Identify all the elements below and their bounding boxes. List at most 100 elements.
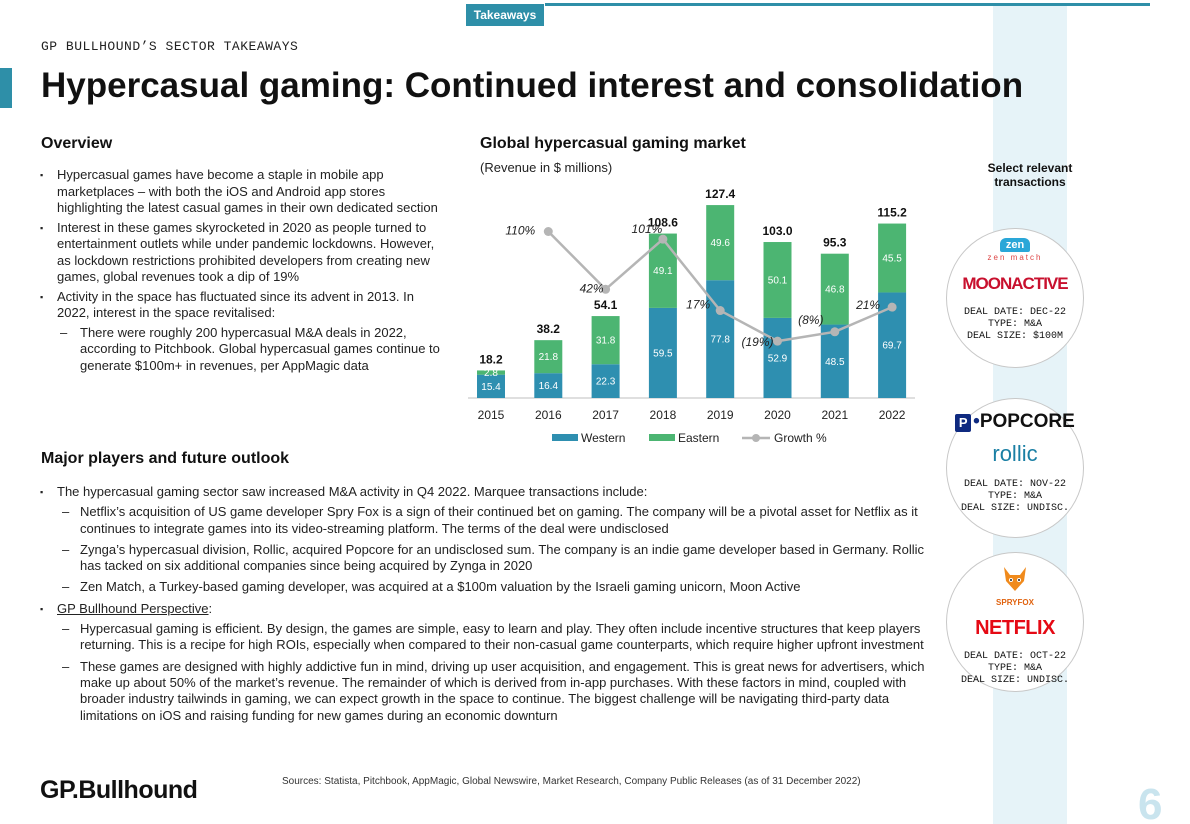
- perspective-link[interactable]: GP Bullhound Perspective: [57, 600, 209, 616]
- total-label-2016: 38.2: [537, 322, 561, 336]
- legend-label: Eastern: [678, 431, 719, 445]
- deal-bullet: Netflix’s acquisition of US game develop…: [40, 504, 930, 537]
- data-label: 15.4: [481, 382, 501, 393]
- growth-label: 21%: [855, 298, 880, 312]
- perspective-bullet: GP Bullhound Perspective:: [40, 600, 930, 618]
- bar-eastern-2022: [878, 223, 907, 293]
- overview-bullet: Interest in these games skyrocketed in 2…: [40, 220, 450, 286]
- growth-point: [601, 284, 611, 294]
- transactions-title: Select relevant transactions: [987, 161, 1073, 189]
- data-label: 69.7: [882, 341, 902, 352]
- data-label: 45.5: [882, 254, 902, 265]
- bar-eastern-2019: [706, 205, 735, 281]
- fox-icon: [1004, 567, 1026, 591]
- data-label: 16.4: [539, 381, 559, 392]
- x-tick-2020: 2020: [764, 408, 791, 422]
- moonactive-logo: MOONACTIVE: [962, 274, 1068, 293]
- chart-title: Global hypercasual gaming market: [480, 135, 746, 152]
- bar-eastern-2021: [820, 253, 849, 325]
- zen-match-logo: zen zen match: [987, 238, 1043, 262]
- players-heading: Major players and future outlook: [41, 450, 290, 467]
- chart-subtitle: (Revenue in $ millions): [480, 160, 613, 175]
- growth-point: [830, 327, 840, 337]
- x-tick-2016: 2016: [535, 408, 562, 422]
- deal-card-moonactive: zen zen match MOONACTIVE DEAL DATE: DEC-…: [946, 228, 1084, 368]
- data-label: 77.8: [710, 335, 730, 346]
- deal-info: DEAL DATE: OCT-22 TYPE: M&A DEAL SIZE: U…: [960, 651, 1070, 686]
- bar-western-2020: [763, 317, 792, 398]
- growth-label: (19%): [741, 335, 773, 349]
- data-label: 49.6: [710, 238, 730, 249]
- x-tick-2017: 2017: [592, 408, 619, 422]
- page-number: 6: [1138, 780, 1163, 824]
- bar-western-2017: [591, 364, 620, 398]
- section-tab: Takeaways: [466, 4, 544, 26]
- page-title: Hypercasual gaming: Continued interest a…: [41, 66, 1024, 105]
- data-label: 49.1: [653, 266, 673, 277]
- spryfox-logo: SPRYFOX: [947, 565, 1083, 607]
- bar-eastern-2016: [534, 340, 563, 374]
- players-list: The hypercasual gaming sector saw increa…: [40, 484, 930, 729]
- data-label: 2.8: [484, 368, 498, 379]
- data-label: 31.8: [596, 336, 616, 347]
- perspective-sub-bullet: Hypercasual gaming is efficient. By desi…: [40, 621, 930, 654]
- growth-point: [887, 302, 897, 312]
- x-tick-2015: 2015: [478, 408, 505, 422]
- growth-label: 101%: [632, 222, 663, 236]
- x-tick-2019: 2019: [707, 408, 734, 422]
- total-label-2021: 95.3: [823, 236, 847, 250]
- total-label-2020: 103.0: [762, 224, 792, 238]
- popcore-logo: P •POPCORE: [947, 411, 1083, 433]
- deal-card-rollic: P •POPCORE rollic DEAL DATE: NOV-22 TYPE:…: [946, 398, 1084, 538]
- legend-label: Western: [581, 431, 625, 445]
- data-label: 52.9: [768, 353, 788, 364]
- growth-label: (8%): [798, 313, 823, 327]
- overview-heading: Overview: [41, 135, 113, 152]
- growth-point: [715, 306, 725, 316]
- deal-info: DEAL DATE: NOV-22 TYPE: M&A DEAL SIZE: U…: [960, 479, 1070, 514]
- bar-eastern-2020: [763, 242, 792, 318]
- data-label: 21.8: [539, 352, 559, 363]
- total-label-2015: 18.2: [479, 352, 503, 366]
- data-label: 22.3: [596, 377, 616, 388]
- bar-eastern-2015: [477, 370, 505, 375]
- growth-point: [773, 336, 782, 346]
- deal-bullet: Zynga’s hypercasual division, Rollic, ac…: [40, 542, 930, 575]
- overview-bullet: Hypercasual games have become a staple i…: [40, 167, 450, 217]
- kicker: GP BULLHOUND’S SECTOR TAKEAWAYS: [41, 39, 299, 54]
- data-label: 48.5: [825, 357, 845, 368]
- bar-western-2018: [648, 307, 677, 398]
- deal-info: DEAL DATE: DEC-22 TYPE: M&A DEAL SIZE: $…: [963, 307, 1067, 342]
- bar-western-2015: [477, 374, 505, 398]
- total-label-2017: 54.1: [594, 298, 618, 312]
- netflix-logo: NETFLIX: [975, 617, 1055, 639]
- overview-list: Hypercasual games have become a staple i…: [40, 167, 450, 377]
- overview-bullet: Activity in the space has fluctuated sin…: [40, 289, 450, 322]
- deal-card-netflix: SPRYFOX NETFLIX DEAL DATE: OCT-22 TYPE: …: [946, 552, 1084, 692]
- bar-western-2021: [820, 324, 849, 398]
- data-label: 59.5: [653, 348, 673, 359]
- bar-eastern-2017: [591, 316, 620, 365]
- brand-logo: GP.Bullhound: [40, 776, 198, 804]
- perspective-sub-bullet: These games are designed with highly add…: [40, 659, 930, 724]
- bar-western-2016: [534, 373, 563, 398]
- growth-label: 17%: [686, 298, 710, 312]
- x-tick-2018: 2018: [650, 408, 677, 422]
- growth-point: [658, 234, 668, 244]
- sources-note: Sources: Statista, Pitchbook, AppMagic, …: [282, 776, 861, 787]
- overview-sub-bullet: There were roughly 200 hypercasual M&A d…: [40, 325, 450, 375]
- legend-label: Growth %: [774, 431, 827, 445]
- growth-point: [543, 227, 553, 236]
- x-tick-2021: 2021: [821, 408, 848, 422]
- rollic-logo: rollic: [992, 441, 1038, 466]
- legend-marker-growth: [752, 434, 760, 442]
- growth-label: 110%: [505, 224, 535, 238]
- legend-swatch-eastern: [649, 434, 675, 441]
- deal-bullet: Zen Match, a Turkey-based gaming develop…: [40, 579, 930, 596]
- data-label: 50.1: [768, 275, 788, 286]
- total-label-2019: 127.4: [705, 187, 735, 201]
- data-label: 46.8: [825, 285, 845, 296]
- top-rule: [545, 3, 1150, 6]
- revenue-chart: 15.4 2.8 18.2 2015 16.4 21.8 38.2 2016 22.3 31.8 5…: [468, 187, 915, 445]
- title-accent-bar: [0, 68, 12, 108]
